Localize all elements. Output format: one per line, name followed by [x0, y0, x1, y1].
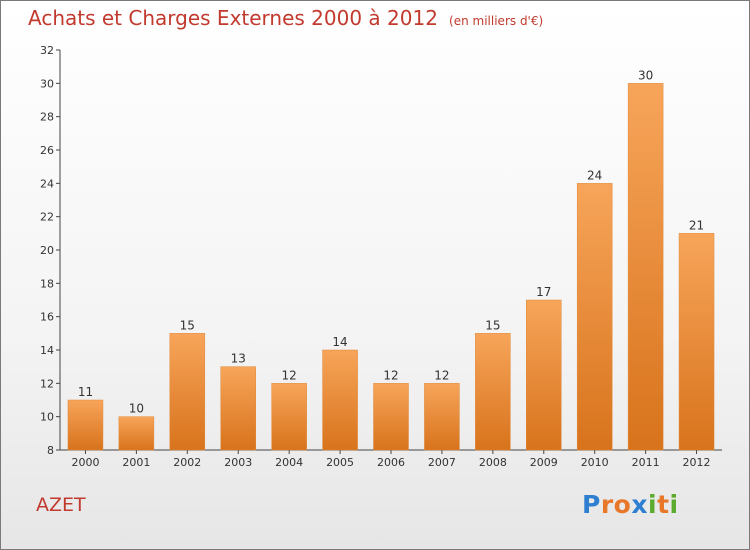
y-tick-label: 26 — [40, 144, 54, 157]
logo-letter: i — [669, 490, 679, 519]
x-tick-label: 2007 — [428, 456, 456, 469]
value-label-2000: 11 — [78, 385, 93, 399]
value-label-2005: 14 — [332, 335, 347, 349]
value-label-2004: 12 — [282, 368, 297, 382]
x-tick-label: 2001 — [122, 456, 150, 469]
y-tick-label: 32 — [40, 44, 54, 57]
value-label-2010: 24 — [587, 168, 602, 182]
value-label-2012: 21 — [689, 218, 704, 232]
y-tick-label: 22 — [40, 211, 54, 224]
proxiti-logo: Proxiti — [582, 490, 679, 519]
bar-2001 — [118, 416, 155, 451]
logo-letter: r — [600, 490, 614, 519]
y-tick-label: 24 — [40, 177, 54, 190]
x-tick-label: 2003 — [224, 456, 252, 469]
y-tick-label: 12 — [40, 377, 54, 390]
y-tick-label: 16 — [40, 311, 54, 324]
x-tick-label: 2012 — [683, 456, 711, 469]
logo-letter: t — [657, 490, 670, 519]
x-tick-label: 2011 — [632, 456, 660, 469]
value-label-2003: 13 — [231, 352, 246, 366]
data-labels: 11 10 15 13 12 14 12 12 15 17 24 30 21 — [78, 68, 704, 415]
value-label-2009: 17 — [536, 285, 551, 299]
x-tick-label: 2000 — [71, 456, 99, 469]
value-label-2006: 12 — [383, 368, 398, 382]
value-label-2011: 30 — [638, 68, 653, 82]
x-tick-label: 2008 — [479, 456, 507, 469]
bar-2002 — [169, 333, 206, 451]
x-tick-label: 2004 — [275, 456, 303, 469]
bar-2012 — [678, 233, 715, 451]
bar-2004 — [271, 383, 307, 451]
x-tick-label: 2009 — [530, 456, 558, 469]
y-tick-label: 20 — [40, 244, 54, 257]
logo-letter: i — [648, 490, 658, 519]
y-tick-label: 14 — [40, 344, 54, 357]
value-label-2001: 10 — [129, 402, 144, 416]
logo-letter: P — [582, 490, 601, 519]
logo-letter: o — [613, 490, 632, 519]
value-label-2007: 12 — [434, 368, 449, 382]
y-tick-label: 28 — [40, 111, 54, 124]
commune-label: AZET — [36, 494, 86, 516]
y-tick-label: 30 — [40, 77, 54, 90]
y-tick-label: 8 — [47, 444, 54, 457]
chart-title: Achats et Charges Externes 2000 à 2012 — [28, 6, 438, 30]
bar-2011 — [627, 83, 664, 451]
value-label-2008: 15 — [485, 318, 500, 332]
bar-2010 — [576, 183, 613, 451]
y-tick-label: 18 — [40, 277, 54, 290]
x-tick-label: 2006 — [377, 456, 405, 469]
y-tick-label: 10 — [40, 411, 54, 424]
title-row: Achats et Charges Externes 2000 à 2012 (… — [28, 6, 543, 30]
bar-2003 — [220, 366, 256, 451]
bar-2000 — [67, 399, 104, 451]
x-tick-label: 2002 — [173, 456, 201, 469]
bar-2005 — [322, 349, 358, 451]
bar-2009 — [526, 299, 562, 451]
x-tick-label: 2010 — [581, 456, 609, 469]
chart-subtitle: (en milliers d'€) — [449, 14, 544, 28]
value-label-2002: 15 — [180, 318, 195, 332]
bars — [67, 83, 715, 451]
bar-2006 — [373, 383, 409, 451]
bar-2007 — [424, 383, 460, 451]
bar-2008 — [475, 333, 511, 451]
logo-letter: x — [631, 490, 648, 519]
x-tick-label: 2005 — [326, 456, 354, 469]
